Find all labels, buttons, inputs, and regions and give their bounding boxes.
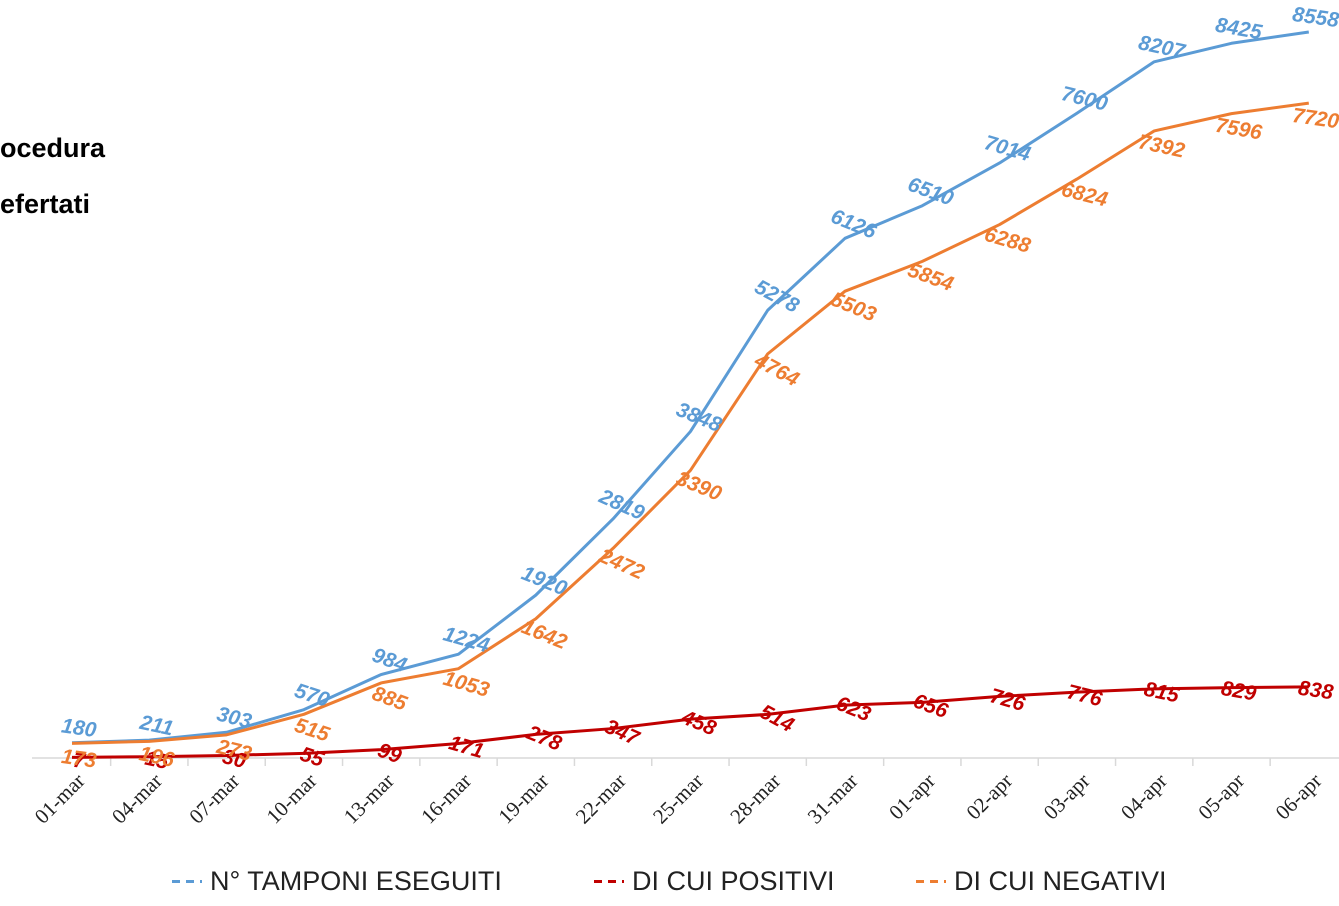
data-label-negativi: 5854 bbox=[905, 258, 957, 296]
data-label-positivi: 829 bbox=[1219, 677, 1258, 706]
data-label-positivi: 347 bbox=[601, 715, 644, 751]
data-label-positivi: 55 bbox=[297, 743, 327, 772]
data-label-tamponi: 8207 bbox=[1136, 31, 1188, 63]
data-label-tamponi: 303 bbox=[214, 703, 254, 734]
data-label-positivi: 514 bbox=[756, 700, 798, 737]
data-label-tamponi: 211 bbox=[137, 711, 176, 741]
chart-legend: N° TAMPONI ESEGUITI DI CUI POSITIVI DI C… bbox=[0, 862, 1339, 906]
data-label-positivi: 838 bbox=[1297, 677, 1335, 705]
data-label-tamponi: 5278 bbox=[751, 275, 803, 317]
data-label-positivi: 726 bbox=[987, 684, 1027, 716]
x-tick-label: 13-mar bbox=[339, 769, 399, 829]
data-label-positivi: 656 bbox=[910, 689, 951, 723]
x-tick-label: 02-apr bbox=[961, 769, 1017, 825]
x-tick-label: 03-apr bbox=[1039, 769, 1095, 825]
data-label-tamponi: 7600 bbox=[1059, 82, 1110, 116]
x-tick-label: 10-mar bbox=[262, 769, 322, 829]
data-label-negativi: 6288 bbox=[982, 223, 1034, 258]
data-label-positivi: 30 bbox=[220, 745, 249, 773]
data-label-positivi: 623 bbox=[833, 692, 874, 727]
data-label-negativi: 4764 bbox=[750, 349, 803, 392]
data-label-negativi: 7720 bbox=[1291, 104, 1339, 133]
data-label-negativi: 885 bbox=[369, 682, 410, 716]
data-label-tamponi: 570 bbox=[292, 679, 333, 712]
data-label-negativi: 5503 bbox=[827, 288, 879, 327]
data-label-positivi: 815 bbox=[1142, 678, 1181, 708]
legend-swatch-tamponi bbox=[172, 880, 202, 883]
legend-swatch-negativi bbox=[916, 880, 946, 883]
data-label-tamponi: 984 bbox=[369, 644, 410, 678]
data-label-tamponi: 6126 bbox=[827, 205, 879, 244]
series-line-negativi bbox=[71, 101, 1310, 745]
data-label-positivi: 776 bbox=[1065, 680, 1105, 711]
side-title-line-2: efertati bbox=[0, 189, 91, 219]
x-tick-label: 16-mar bbox=[416, 769, 476, 829]
x-tick-label: 19-mar bbox=[493, 769, 553, 829]
data-label-negativi: 2472 bbox=[595, 544, 648, 585]
legend-swatch-positivi bbox=[594, 880, 624, 883]
data-label-tamponi: 7014 bbox=[982, 131, 1034, 166]
legend-label-tamponi: N° TAMPONI ESEGUITI bbox=[210, 866, 502, 896]
x-tick-label: 06-apr bbox=[1271, 769, 1327, 825]
data-label-negativi: 7596 bbox=[1214, 114, 1264, 145]
data-label-positivi: 7 bbox=[72, 749, 88, 774]
data-label-positivi: 15 bbox=[143, 747, 171, 774]
data-label-negativi: 3390 bbox=[673, 467, 725, 506]
side-title-line-1: ocedura bbox=[0, 133, 106, 163]
data-label-tamponi: 1224 bbox=[441, 622, 493, 657]
data-label-negativi: 1642 bbox=[518, 615, 570, 654]
x-tick-label: 07-mar bbox=[184, 769, 244, 829]
legend-item-positivi: DI CUI POSITIVI bbox=[594, 866, 835, 897]
x-tick-label: 25-mar bbox=[648, 769, 708, 829]
x-tick-label: 04-mar bbox=[107, 769, 167, 829]
x-tick-label: 31-mar bbox=[803, 769, 863, 829]
series-line-tamponi bbox=[71, 30, 1310, 745]
x-tick-label: 28-mar bbox=[725, 769, 785, 829]
data-label-negativi: 515 bbox=[292, 714, 333, 747]
data-label-tamponi: 8425 bbox=[1214, 13, 1264, 44]
x-tick-label: 01-mar bbox=[30, 769, 90, 829]
series-line-positivi bbox=[71, 685, 1309, 759]
data-label-tamponi: 3848 bbox=[673, 398, 725, 437]
data-label-tamponi: 8558 bbox=[1291, 3, 1339, 32]
data-label-negativi: 1053 bbox=[441, 667, 493, 702]
x-tick-label: 22-mar bbox=[571, 769, 631, 829]
x-tick-label: 05-apr bbox=[1193, 769, 1249, 825]
legend-label-positivi: DI CUI POSITIVI bbox=[632, 866, 835, 896]
data-label-positivi: 278 bbox=[523, 721, 565, 756]
data-label-negativi: 7392 bbox=[1136, 130, 1187, 162]
data-label-positivi: 99 bbox=[375, 739, 405, 769]
data-label-negativi: 6824 bbox=[1059, 178, 1110, 212]
x-tick-label: 04-apr bbox=[1116, 769, 1172, 825]
data-label-tamponi: 180 bbox=[60, 714, 98, 742]
legend-item-tamponi: N° TAMPONI ESEGUITI bbox=[172, 866, 502, 897]
data-label-negativi: 273 bbox=[213, 735, 254, 766]
data-label-tamponi: 6510 bbox=[905, 173, 957, 211]
legend-item-negativi: DI CUI NEGATIVI bbox=[916, 866, 1167, 897]
legend-label-negativi: DI CUI NEGATIVI bbox=[954, 866, 1167, 896]
data-label-negativi: 173 bbox=[60, 745, 98, 773]
data-label-positivi: 458 bbox=[677, 706, 719, 741]
x-tick-label: 01-apr bbox=[884, 769, 940, 825]
